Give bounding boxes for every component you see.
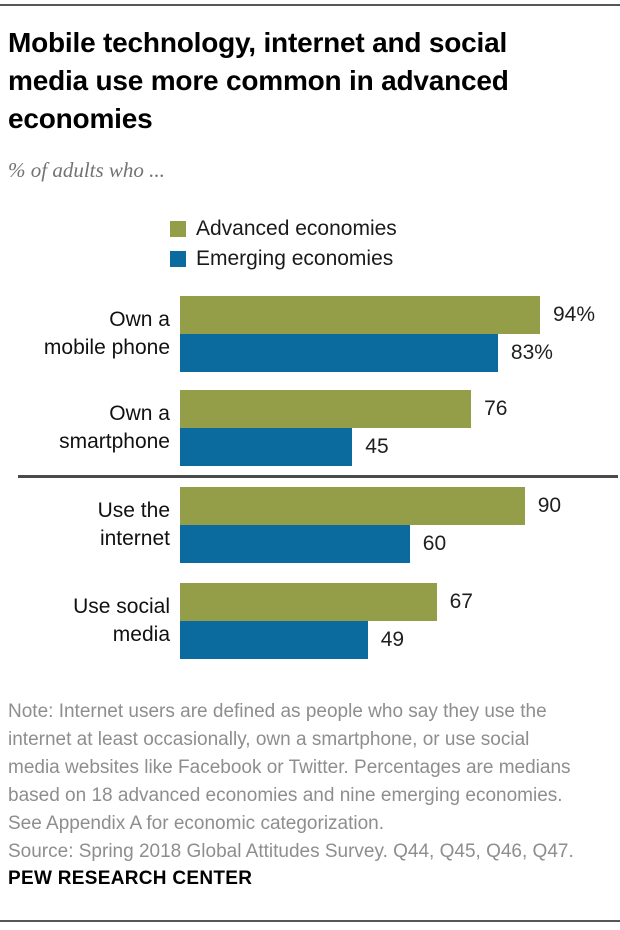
pew-research-center-logo: PEW RESEARCH CENTER — [8, 868, 253, 889]
legend: Advanced economies Emerging economies — [170, 214, 397, 274]
bar-group-social-media: Use social media 67 49 — [0, 583, 620, 659]
chart-title-line: economies — [8, 103, 153, 134]
bar-advanced — [180, 296, 540, 334]
value-label: 90 — [537, 494, 562, 517]
legend-label: Advanced economies — [196, 217, 397, 240]
bar-row: 90 — [180, 487, 561, 525]
chart-title: Mobile technology, internet and social m… — [8, 24, 612, 138]
bar-row: 49 — [180, 621, 473, 659]
bar-advanced — [180, 487, 525, 525]
bar-row: 76 — [180, 390, 507, 428]
bar-row: 94% — [180, 296, 595, 334]
bar-advanced — [180, 390, 472, 428]
category-label: Use social media — [73, 595, 170, 646]
value-label: 67 — [449, 590, 473, 613]
legend-item-advanced: Advanced economies — [170, 214, 397, 244]
value-label: 60 — [422, 532, 447, 555]
note-line: based on 18 advanced economies and nine … — [8, 785, 563, 806]
note-line: media websites like Facebook or Twitter.… — [8, 757, 571, 778]
legend-swatch-emerging — [170, 251, 186, 267]
top-border — [0, 4, 620, 6]
value-label: 94% — [553, 303, 596, 326]
bar-group-smartphone: Own a smartphone 76 45 — [0, 390, 620, 466]
value-label: 49 — [380, 628, 405, 651]
bar-row: 83% — [180, 334, 595, 372]
bar-emerging — [180, 334, 498, 372]
source-line: Source: Spring 2018 Global Attitudes Sur… — [8, 841, 574, 862]
chart-subtitle: % of adults who ... — [8, 158, 165, 182]
note-line: Note: Internet users are defined as peop… — [8, 701, 547, 722]
legend-label: Emerging economies — [196, 247, 394, 270]
note-text: Note: Internet users are defined as peop… — [8, 698, 614, 866]
chart-title-line: Mobile technology, internet and social — [8, 27, 508, 58]
category-label: Own a mobile phone — [43, 308, 170, 359]
bar-emerging — [180, 428, 353, 466]
value-label: 45 — [365, 435, 389, 458]
bar-group-mobile-phone: Own a mobile phone 94% 83% — [0, 296, 620, 372]
value-label: 83% — [510, 341, 553, 364]
note-line: internet at least occasionally, own a sm… — [8, 729, 530, 750]
bar-emerging — [180, 525, 410, 563]
bar-advanced — [180, 583, 437, 621]
bar-row: 45 — [180, 428, 507, 466]
chart-title-line: media use more common in advanced — [8, 65, 509, 96]
bar-row: 60 — [180, 525, 561, 563]
section-divider — [18, 475, 618, 478]
bar-row: 67 — [180, 583, 473, 621]
legend-swatch-advanced — [170, 221, 186, 237]
bar-group-internet: Use the internet 90 60 — [0, 487, 620, 563]
value-label: 76 — [484, 397, 508, 420]
bar-emerging — [180, 621, 368, 659]
bottom-border — [0, 920, 620, 922]
category-label: Own a smartphone — [59, 402, 170, 453]
category-label: Use the internet — [97, 499, 170, 550]
note-line: See Appendix A for economic categorizati… — [8, 813, 385, 834]
legend-item-emerging: Emerging economies — [170, 244, 397, 274]
